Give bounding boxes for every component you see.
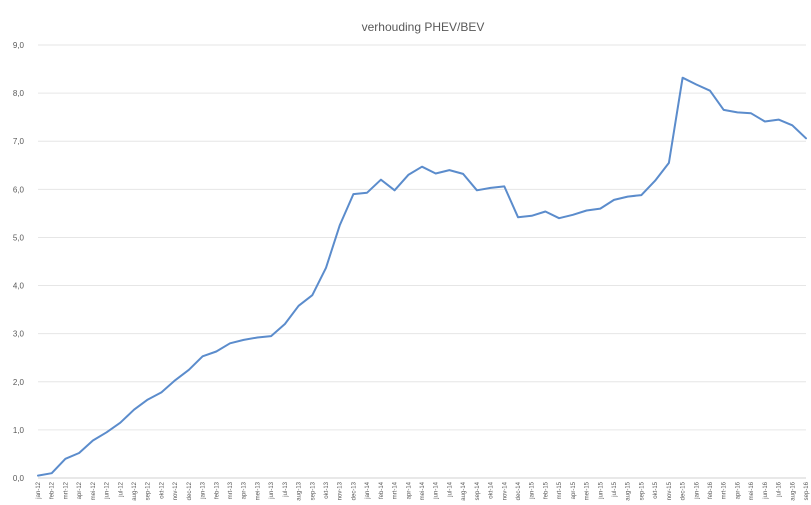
x-tick-label: jan-12 (36, 481, 42, 499)
x-tick-label: feb-12 (50, 481, 56, 499)
x-tick-label: dec-15 (681, 481, 687, 500)
y-tick-label: 2,0 (13, 378, 25, 387)
x-tick-label: dec-14 (516, 481, 522, 500)
x-tick-label: nov-14 (502, 481, 508, 500)
y-tick-label: 5,0 (13, 233, 25, 242)
x-tick-label: nov-13 (338, 481, 344, 500)
x-tick-label: okt-13 (324, 481, 330, 498)
x-tick-label: jun-16 (763, 481, 769, 499)
x-tick-label: mei-14 (420, 481, 426, 500)
chart-title: verhouding PHEV/BEV (362, 20, 485, 34)
x-tick-label: sep-12 (146, 481, 152, 500)
x-tick-label: jun-15 (598, 481, 604, 499)
x-tick-label: jun-13 (269, 481, 275, 499)
x-tick-label: apr-12 (77, 481, 83, 499)
x-tick-label: feb-14 (379, 481, 385, 499)
x-tick-label: sep-14 (475, 481, 481, 500)
x-tick-label: jul-13 (283, 481, 289, 497)
y-tick-label: 6,0 (13, 185, 25, 194)
x-tick-label: jul-12 (118, 481, 124, 497)
x-tick-label: nov-15 (667, 481, 673, 500)
x-tick-label: jul-14 (447, 481, 453, 497)
x-tick-label: mei-12 (91, 481, 97, 500)
x-tick-label: sep-13 (310, 481, 316, 500)
x-tick-label: aug-13 (297, 481, 303, 500)
x-tick-label: feb-13 (214, 481, 220, 499)
x-tick-label: jul-16 (777, 481, 783, 497)
x-tick-label: jun-14 (434, 481, 440, 499)
x-tick-label: jan-16 (694, 481, 700, 499)
x-tick-label: jul-15 (612, 481, 618, 497)
x-tick-label: mei-15 (585, 481, 591, 500)
x-tick-label: nov-12 (173, 481, 179, 500)
x-tick-label: apr-15 (571, 481, 577, 499)
x-tick-label: dec-12 (187, 481, 193, 500)
x-tick-label: apr-14 (406, 481, 412, 499)
y-tick-label: 0,0 (13, 474, 25, 483)
y-tick-label: 8,0 (13, 89, 25, 98)
series (37, 76, 807, 477)
x-tick-label: okt-12 (159, 481, 165, 498)
x-tick-label: aug-12 (132, 481, 138, 500)
y-tick-label: 7,0 (13, 137, 25, 146)
y-tick-label: 1,0 (13, 426, 25, 435)
x-axis: jan-12 feb-12 mrt-12 apr-12 mei-12 jun-12 jul-… (36, 481, 810, 500)
x-tick-label: mrt-12 (63, 481, 69, 499)
x-tick-label: sep-16 (804, 481, 810, 500)
y-tick-label: 4,0 (13, 282, 25, 291)
x-tick-label: okt-15 (653, 481, 659, 498)
x-tick-label: okt-14 (489, 481, 495, 498)
y-axis: 0,0 1,0 2,0 3,0 4,0 5,0 6,0 7,0 8,0 9,0 (13, 41, 25, 483)
x-tick-label: jan-15 (530, 481, 536, 499)
y-tick-label: 9,0 (13, 41, 25, 50)
x-tick-label: jun-12 (105, 481, 111, 499)
x-tick-label: mrt-14 (393, 481, 399, 499)
x-tick-label: mrt-15 (557, 481, 563, 499)
x-tick-label: mei-13 (255, 481, 261, 500)
x-tick-label: aug-16 (790, 481, 796, 500)
x-tick-label: jan-14 (365, 481, 371, 499)
x-tick-label: aug-14 (461, 481, 467, 500)
x-tick-label: mrt-13 (228, 481, 234, 499)
x-tick-label: apr-13 (242, 481, 248, 499)
series-line (37, 76, 807, 477)
x-tick-label: mrt-16 (722, 481, 728, 499)
x-tick-label: dec-13 (351, 481, 357, 500)
x-tick-label: sep-15 (639, 481, 645, 500)
x-tick-label: aug-15 (626, 481, 632, 500)
x-tick-label: apr-16 (735, 481, 741, 499)
x-tick-label: feb-16 (708, 481, 714, 499)
x-tick-label: feb-15 (543, 481, 549, 499)
x-tick-label: mei-16 (749, 481, 755, 500)
gridlines (38, 44, 806, 479)
x-tick-label: jan-13 (201, 481, 207, 499)
y-tick-label: 3,0 (13, 330, 25, 339)
